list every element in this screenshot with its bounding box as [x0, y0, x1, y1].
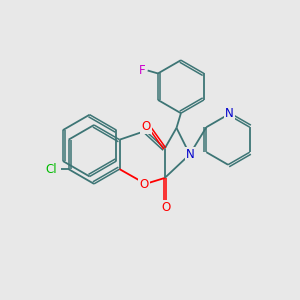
Text: N: N [186, 148, 195, 161]
Text: O: O [162, 201, 171, 214]
Text: O: O [141, 120, 150, 133]
Text: Cl: Cl [45, 163, 57, 176]
Text: N: N [225, 107, 234, 120]
Text: O: O [140, 178, 149, 191]
Text: F: F [139, 64, 145, 77]
